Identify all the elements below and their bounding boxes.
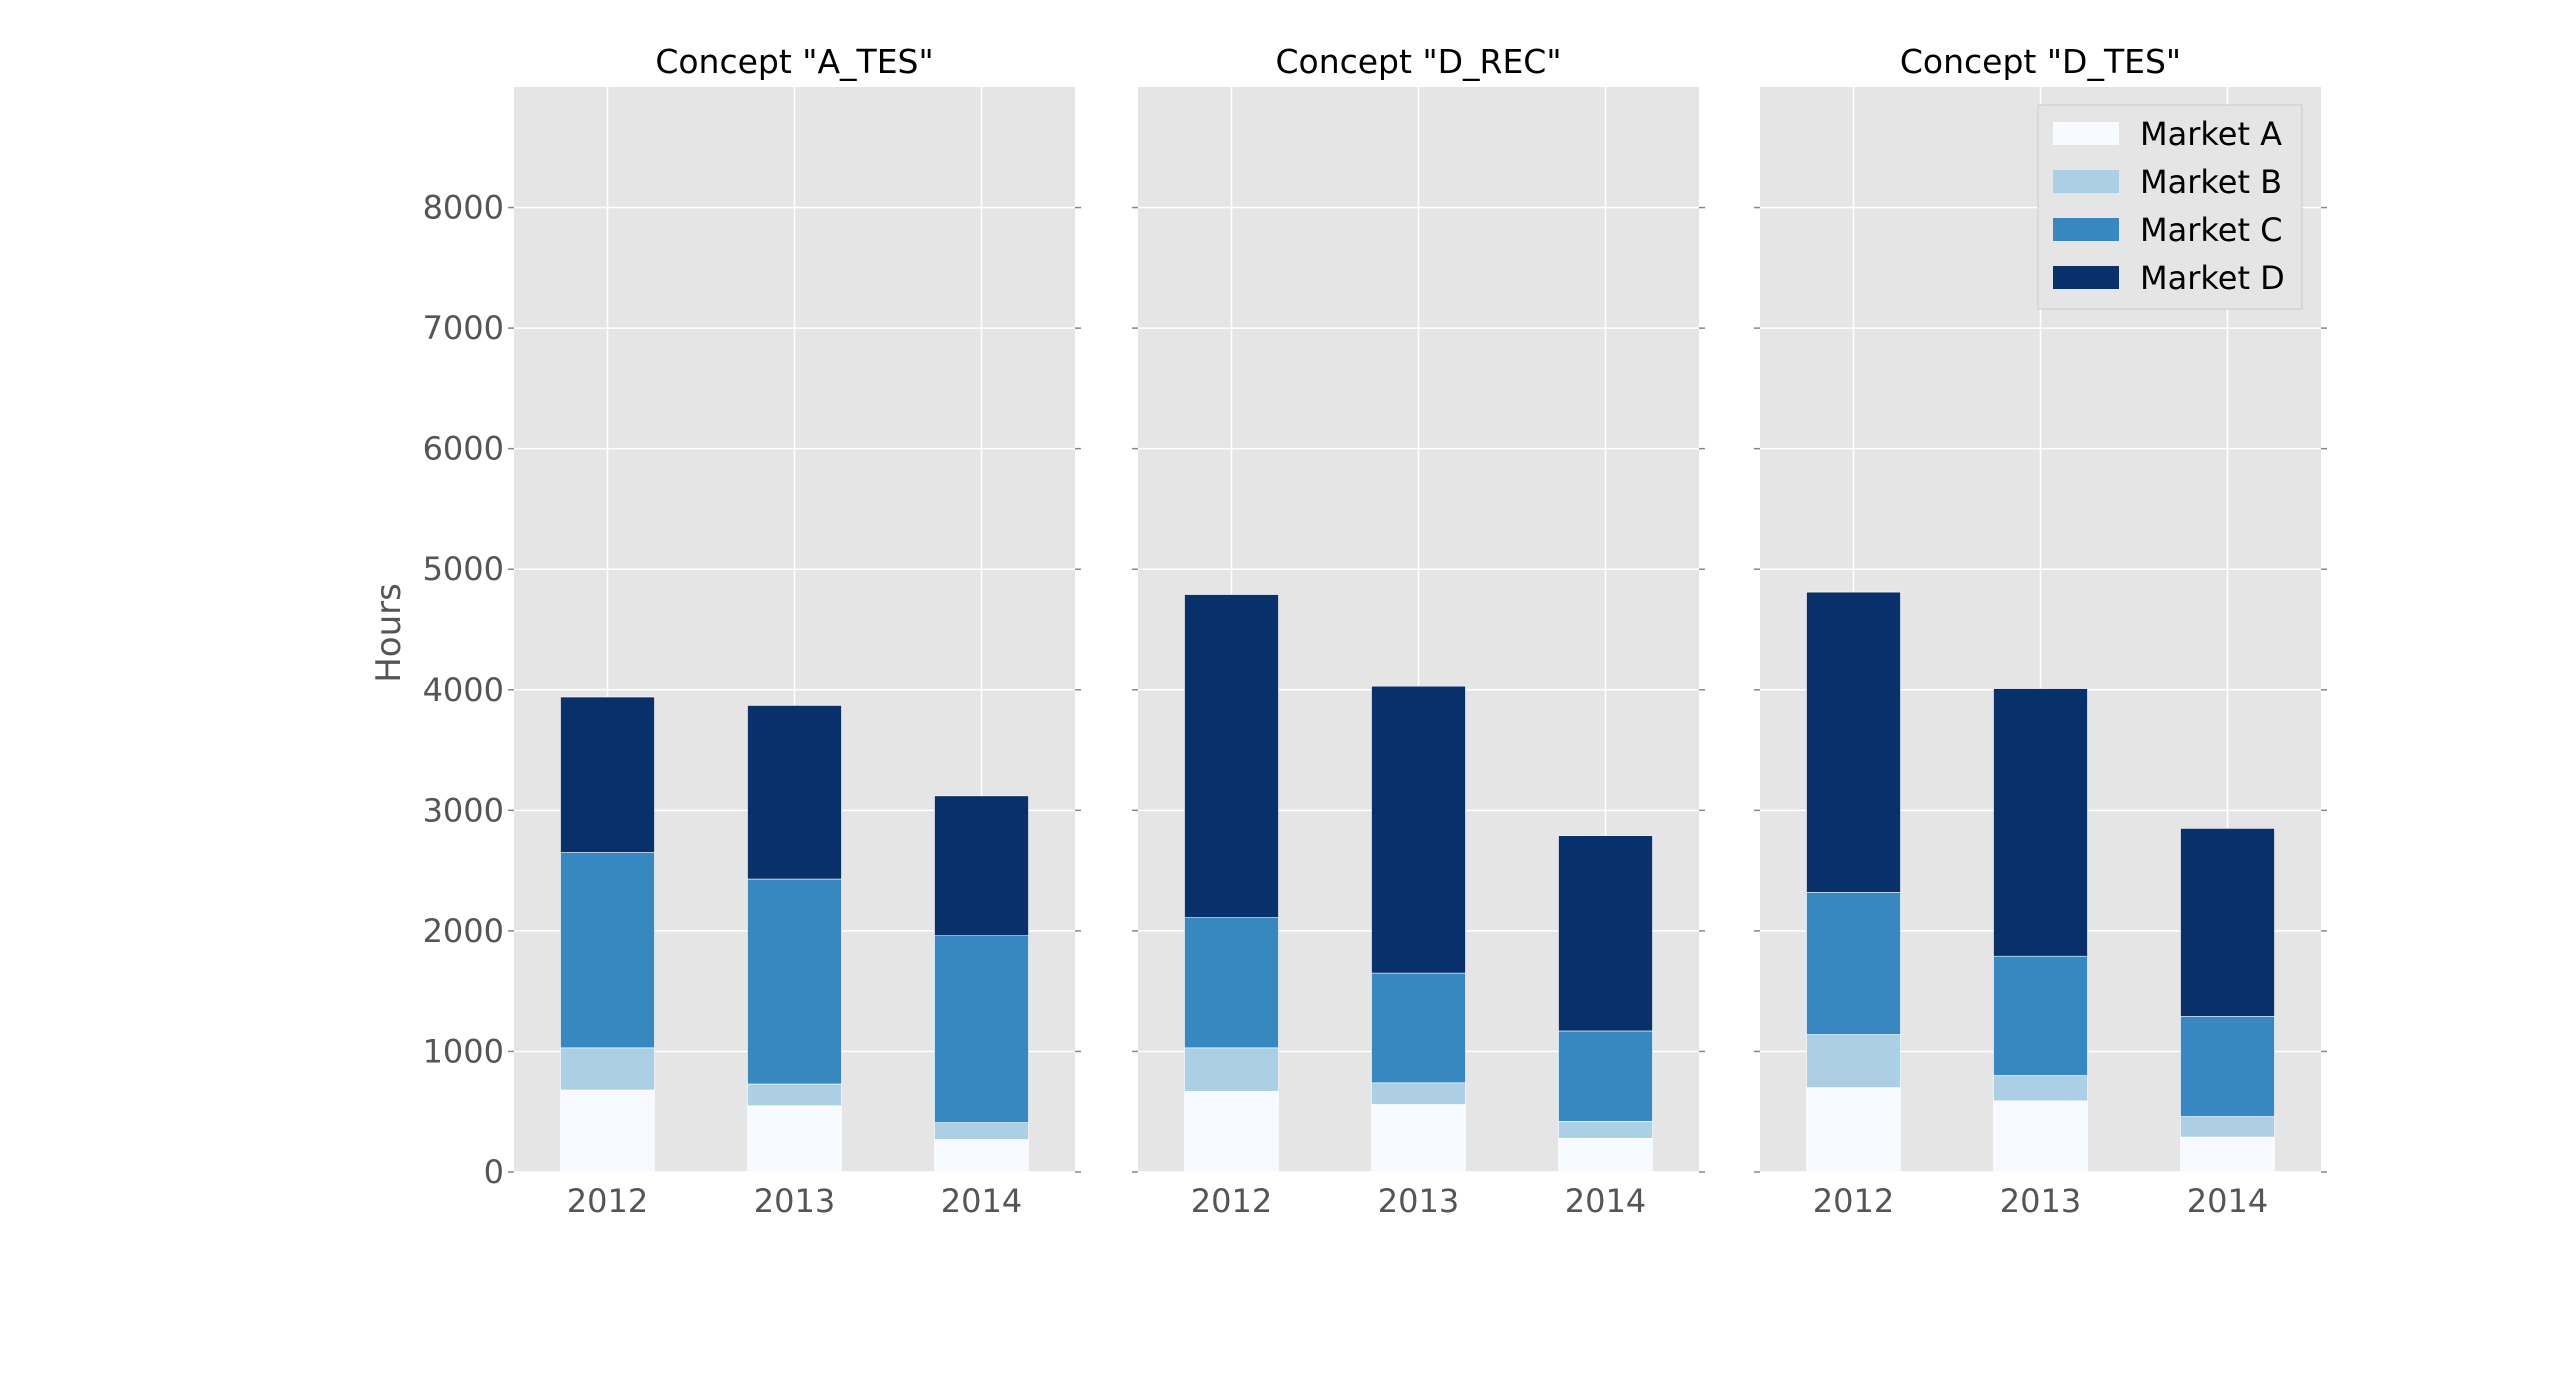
legend-swatch: [2053, 122, 2119, 145]
y-tick-label: 7000: [423, 309, 504, 347]
bar-segment: [2180, 1116, 2275, 1138]
bar-segment: [934, 935, 1029, 1123]
bar-segment: [1993, 688, 2088, 957]
x-tick-label: 2012: [1813, 1182, 1894, 1220]
bar-segment: [2180, 1136, 2275, 1173]
bar-segment: [2180, 1016, 2275, 1117]
bar-segment: [1184, 1090, 1279, 1173]
bar-segment: [747, 1083, 842, 1106]
y-tick-label: 3000: [423, 791, 504, 829]
bar-segment: [2180, 828, 2275, 1017]
panel-2: 2012 2013 2014 Concept "D_REC": [1132, 42, 1705, 1220]
bar-segment: [1993, 955, 2088, 1076]
bar-segment: [560, 1089, 655, 1173]
bar-segment: [560, 1047, 655, 1091]
panel-title: Concept "D_TES": [1900, 42, 2181, 81]
bar-segment: [1184, 1047, 1279, 1092]
panel-1: 2012 2013 2014 0 1000 2000 3000 4000 5000 6000 700…: [423, 42, 1081, 1220]
legend-label: Market A: [2140, 115, 2282, 153]
x-tick-label: 2012: [567, 1182, 648, 1220]
bar-segment: [1558, 1030, 1653, 1122]
bar-segment: [747, 878, 842, 1085]
legend: Market A Market B Market C Market D: [2037, 104, 2303, 310]
bar-segment: [1184, 594, 1279, 918]
legend-swatch: [2053, 218, 2119, 241]
bar-segment: [934, 1122, 1029, 1140]
x-tick-label: 2013: [754, 1182, 835, 1220]
bar-segment: [1371, 972, 1466, 1084]
y-tick-label: 1000: [423, 1032, 504, 1070]
x-tick-label: 2012: [1191, 1182, 1272, 1220]
y-tick-label: 8000: [423, 189, 504, 227]
bar-segment: [934, 1139, 1029, 1173]
bar-segment: [1558, 1121, 1653, 1139]
panel-title: Concept "A_TES": [655, 42, 933, 81]
bar-segment: [1558, 1137, 1653, 1173]
legend-swatch: [2053, 170, 2119, 193]
legend-swatch: [2053, 266, 2119, 289]
x-tick-label: 2014: [1565, 1182, 1646, 1220]
bar-segment: [1806, 1087, 1901, 1173]
legend-label: Market C: [2140, 211, 2283, 249]
x-tick-label: 2013: [2000, 1182, 2081, 1220]
bar-segment: [560, 852, 655, 1049]
bar-segment: [747, 705, 842, 880]
y-tick-label: 6000: [423, 430, 504, 468]
panel-title: Concept "D_REC": [1275, 42, 1561, 81]
bar-segment: [1558, 835, 1653, 1032]
bar-segment: [934, 795, 1029, 937]
bar-segment: [1806, 1034, 1901, 1088]
y-tick-label: 0: [484, 1153, 504, 1191]
bar-segment: [747, 1105, 842, 1173]
bar-segment: [1993, 1100, 2088, 1173]
x-tick-label: 2014: [2187, 1182, 2268, 1220]
bar-segment: [560, 696, 655, 853]
y-axis-label: Hours: [369, 583, 409, 683]
y-tick-label: 5000: [423, 550, 504, 588]
legend-label: Market B: [2140, 163, 2282, 201]
y-tick-label: 4000: [423, 671, 504, 709]
bar-segment: [1806, 892, 1901, 1035]
x-tick-label: 2013: [1378, 1182, 1459, 1220]
x-tick-label: 2014: [941, 1182, 1022, 1220]
y-tick-label: 2000: [423, 912, 504, 950]
bar-segment: [1806, 591, 1901, 893]
bar-segment: [1993, 1075, 2088, 1102]
bar-segment: [1371, 1082, 1466, 1105]
bar-segment: [1371, 685, 1466, 974]
bar-segment: [1371, 1104, 1466, 1173]
bar-segment: [1184, 917, 1279, 1049]
legend-label: Market D: [2140, 259, 2285, 297]
